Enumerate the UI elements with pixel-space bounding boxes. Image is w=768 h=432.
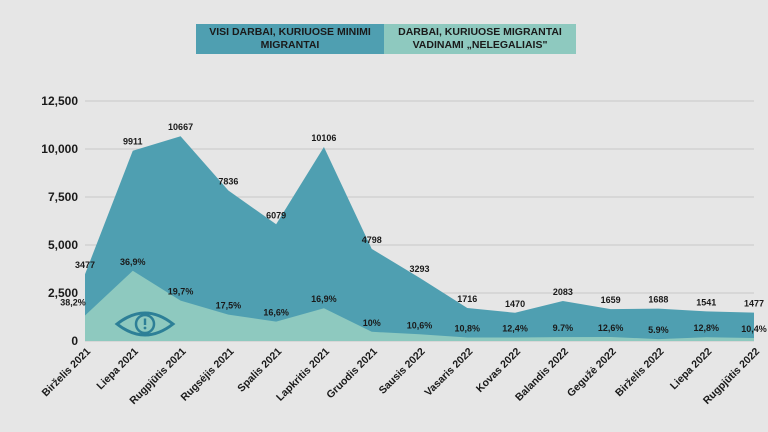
x-tick-label: Liepa 2022	[668, 346, 715, 393]
x-tick-label: Birželis 2021	[40, 346, 94, 400]
y-tick-label: 12,500	[41, 94, 78, 108]
data-label: 9911	[123, 137, 143, 147]
data-label: 38,2%	[60, 298, 86, 308]
x-tick-label: Birželis 2022	[613, 346, 667, 400]
data-label: 4798	[362, 235, 382, 245]
x-tick-label: Spalis 2021	[235, 346, 284, 395]
eye-warning-icon	[114, 311, 176, 337]
data-label: 10,6%	[407, 320, 433, 330]
data-label: 1688	[648, 295, 668, 305]
data-label: 16,6%	[263, 308, 289, 318]
data-label: 17,5%	[216, 301, 242, 311]
data-labels: 3477 9911 10667 7836 6079 10106 4798 3293 1716 14…	[60, 122, 767, 335]
data-label: 36,9%	[120, 257, 146, 267]
data-label: 1659	[601, 295, 621, 305]
data-label: 1541	[696, 297, 716, 307]
data-label: 7836	[218, 177, 238, 187]
x-tick-label: Kovas 2022	[474, 346, 523, 395]
legend-item-illegal: DARBAI, KURIUOSE MIGRANTAI VADINAMI „NEL…	[384, 24, 576, 54]
data-label: 3293	[409, 264, 429, 274]
data-label: 10667	[168, 122, 193, 132]
data-label: 12,6%	[598, 323, 624, 333]
data-label: 2083	[553, 287, 573, 297]
data-label: 1470	[505, 299, 525, 309]
data-label: 10106	[311, 133, 336, 143]
data-label: 10%	[363, 318, 381, 328]
x-tick-label: Liepa 2021	[94, 346, 141, 393]
y-tick-label: 2,500	[48, 286, 78, 300]
area-series-1	[85, 136, 754, 341]
data-label: 3477	[75, 260, 95, 270]
data-label: 6079	[266, 210, 286, 220]
data-label: 1477	[744, 299, 764, 309]
data-label: 1716	[457, 294, 477, 304]
data-label: 16,9%	[311, 294, 337, 304]
legend: VISI DARBAI, KURIUOSE MINIMI MIGRANTAI D…	[196, 24, 576, 54]
data-label: 12,4%	[502, 324, 528, 334]
area-series-2	[85, 270, 754, 341]
data-label: 10,8%	[455, 323, 481, 333]
y-axis-ticks: 0 2,500 5,000 7,500 10,000 12,500	[41, 94, 78, 348]
y-tick-label: 5,000	[48, 238, 78, 252]
data-label: 12,8%	[693, 323, 719, 333]
x-tick-label: Vasaris 2022	[422, 346, 475, 399]
x-tick-label: Sausis 2022	[377, 346, 428, 397]
data-label: 19,7%	[168, 287, 194, 297]
areas	[85, 136, 754, 341]
y-tick-label: 10,000	[41, 142, 78, 156]
data-label: 9.7%	[553, 323, 574, 333]
legend-item-all: VISI DARBAI, KURIUOSE MINIMI MIGRANTAI	[196, 24, 384, 54]
data-label: 5.9%	[648, 325, 669, 335]
x-tick-label: Gegužė 2022	[565, 346, 619, 400]
y-tick-label: 7,500	[48, 190, 78, 204]
data-label: 10,4%	[741, 324, 767, 334]
y-tick-label: 0	[71, 334, 78, 348]
x-tick-label: Gruodis 2021	[324, 346, 380, 402]
